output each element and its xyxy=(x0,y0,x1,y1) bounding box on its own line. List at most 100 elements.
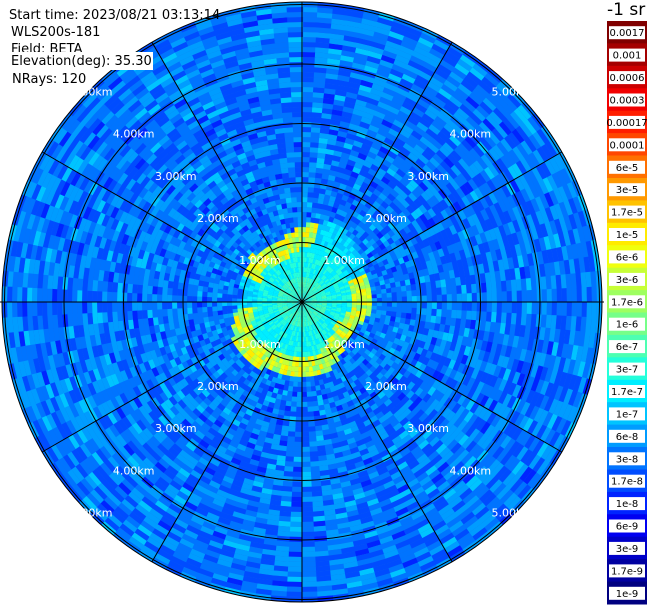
backscatter-cell xyxy=(305,366,310,372)
backscatter-cell xyxy=(416,555,434,568)
backscatter-cell xyxy=(425,160,437,172)
backscatter-cell xyxy=(365,312,372,317)
backscatter-cell xyxy=(398,45,415,56)
backscatter-cell xyxy=(162,511,177,523)
backscatter-cell xyxy=(326,325,332,331)
backscatter-cell xyxy=(586,286,592,304)
backscatter-cell xyxy=(312,520,326,527)
backscatter-cell xyxy=(252,480,264,488)
backscatter-cell xyxy=(458,344,467,356)
backscatter-cell xyxy=(172,456,185,468)
backscatter-cell xyxy=(345,360,353,367)
backscatter-cell xyxy=(319,188,327,195)
backscatter-cell xyxy=(307,356,312,362)
backscatter-cell xyxy=(291,486,302,492)
backscatter-cell xyxy=(181,481,195,493)
backscatter-cell xyxy=(536,128,550,145)
backscatter-cell xyxy=(324,339,330,346)
backscatter-cell xyxy=(369,282,376,288)
backscatter-cell xyxy=(468,443,481,457)
backscatter-cell xyxy=(458,267,466,278)
backscatter-cell xyxy=(399,317,406,325)
backscatter-cell xyxy=(405,501,420,512)
backscatter-cell xyxy=(266,358,273,365)
backscatter-cell xyxy=(312,312,317,317)
backscatter-cell xyxy=(410,148,423,159)
backscatter-cell xyxy=(419,527,435,539)
backscatter-cell xyxy=(290,314,294,319)
backscatter-cell xyxy=(476,157,489,171)
backscatter-cell xyxy=(398,359,406,368)
backscatter-cell xyxy=(421,503,436,515)
backscatter-cell xyxy=(294,361,299,367)
backscatter-cell xyxy=(211,572,229,583)
backscatter-cell xyxy=(384,154,396,164)
backscatter-cell xyxy=(457,198,467,211)
backscatter-cell xyxy=(308,237,313,243)
backscatter-cell xyxy=(345,580,363,589)
backscatter-cell xyxy=(330,483,342,490)
backscatter-cell xyxy=(311,365,317,372)
backscatter-cell xyxy=(332,264,338,271)
backscatter-cell xyxy=(534,326,541,341)
backscatter-cell xyxy=(254,517,268,525)
backscatter-cell xyxy=(465,151,478,165)
backscatter-cell xyxy=(298,351,302,357)
backscatter-cell xyxy=(401,268,409,276)
backscatter-cell xyxy=(368,449,380,458)
backscatter-cell xyxy=(370,558,387,568)
backscatter-cell xyxy=(322,329,328,335)
backscatter-cell xyxy=(206,544,222,554)
backscatter-cell xyxy=(355,286,361,291)
backscatter-cell xyxy=(421,150,434,162)
backscatter-cell xyxy=(189,515,205,526)
backscatter-cell xyxy=(540,314,547,329)
backscatter-cell xyxy=(314,248,320,255)
backscatter-cell xyxy=(312,334,317,341)
backscatter-cell xyxy=(354,352,362,359)
backscatter-cell xyxy=(524,137,538,154)
backscatter-cell xyxy=(402,420,413,431)
backscatter-cell xyxy=(133,527,150,541)
backscatter-cell xyxy=(291,309,296,314)
backscatter-cell xyxy=(118,522,135,537)
backscatter-cell xyxy=(426,52,443,65)
backscatter-cell xyxy=(459,536,476,550)
backscatter-cell xyxy=(421,480,435,492)
backscatter-cell xyxy=(443,357,452,368)
backscatter-cell xyxy=(441,407,452,419)
backscatter-cell xyxy=(334,312,340,317)
backscatter-cell xyxy=(287,329,292,335)
backscatter-cell xyxy=(307,202,313,208)
backscatter-cell xyxy=(475,222,485,235)
backscatter-cell xyxy=(396,461,409,472)
backscatter-cell xyxy=(502,380,513,395)
backscatter-cell xyxy=(486,292,492,303)
backscatter-cell xyxy=(312,92,325,99)
backscatter-cell xyxy=(362,342,370,350)
backscatter-cell xyxy=(316,305,322,309)
backscatter-cell xyxy=(544,368,554,384)
backscatter-cell xyxy=(543,397,555,413)
backscatter-cell xyxy=(320,388,327,395)
backscatter-cell xyxy=(459,511,476,526)
backscatter-cell xyxy=(331,352,338,359)
backscatter-cell xyxy=(314,328,318,334)
backscatter-cell xyxy=(572,375,583,393)
backscatter-cell xyxy=(212,567,230,578)
backscatter-cell xyxy=(322,103,335,110)
backscatter-cell xyxy=(507,440,521,456)
backscatter-cell xyxy=(498,379,508,393)
backscatter-cell xyxy=(306,257,310,263)
backscatter-cell xyxy=(421,461,435,473)
backscatter-cell xyxy=(380,406,391,416)
backscatter-cell xyxy=(454,343,462,354)
backscatter-cell xyxy=(321,307,327,310)
backscatter-cell xyxy=(390,123,403,134)
backscatter-cell xyxy=(365,539,381,549)
backscatter-cell xyxy=(256,397,265,405)
backscatter-cell xyxy=(388,30,406,41)
backscatter-cell xyxy=(321,224,327,231)
backscatter-cell xyxy=(358,235,366,243)
backscatter-cell xyxy=(355,245,362,252)
